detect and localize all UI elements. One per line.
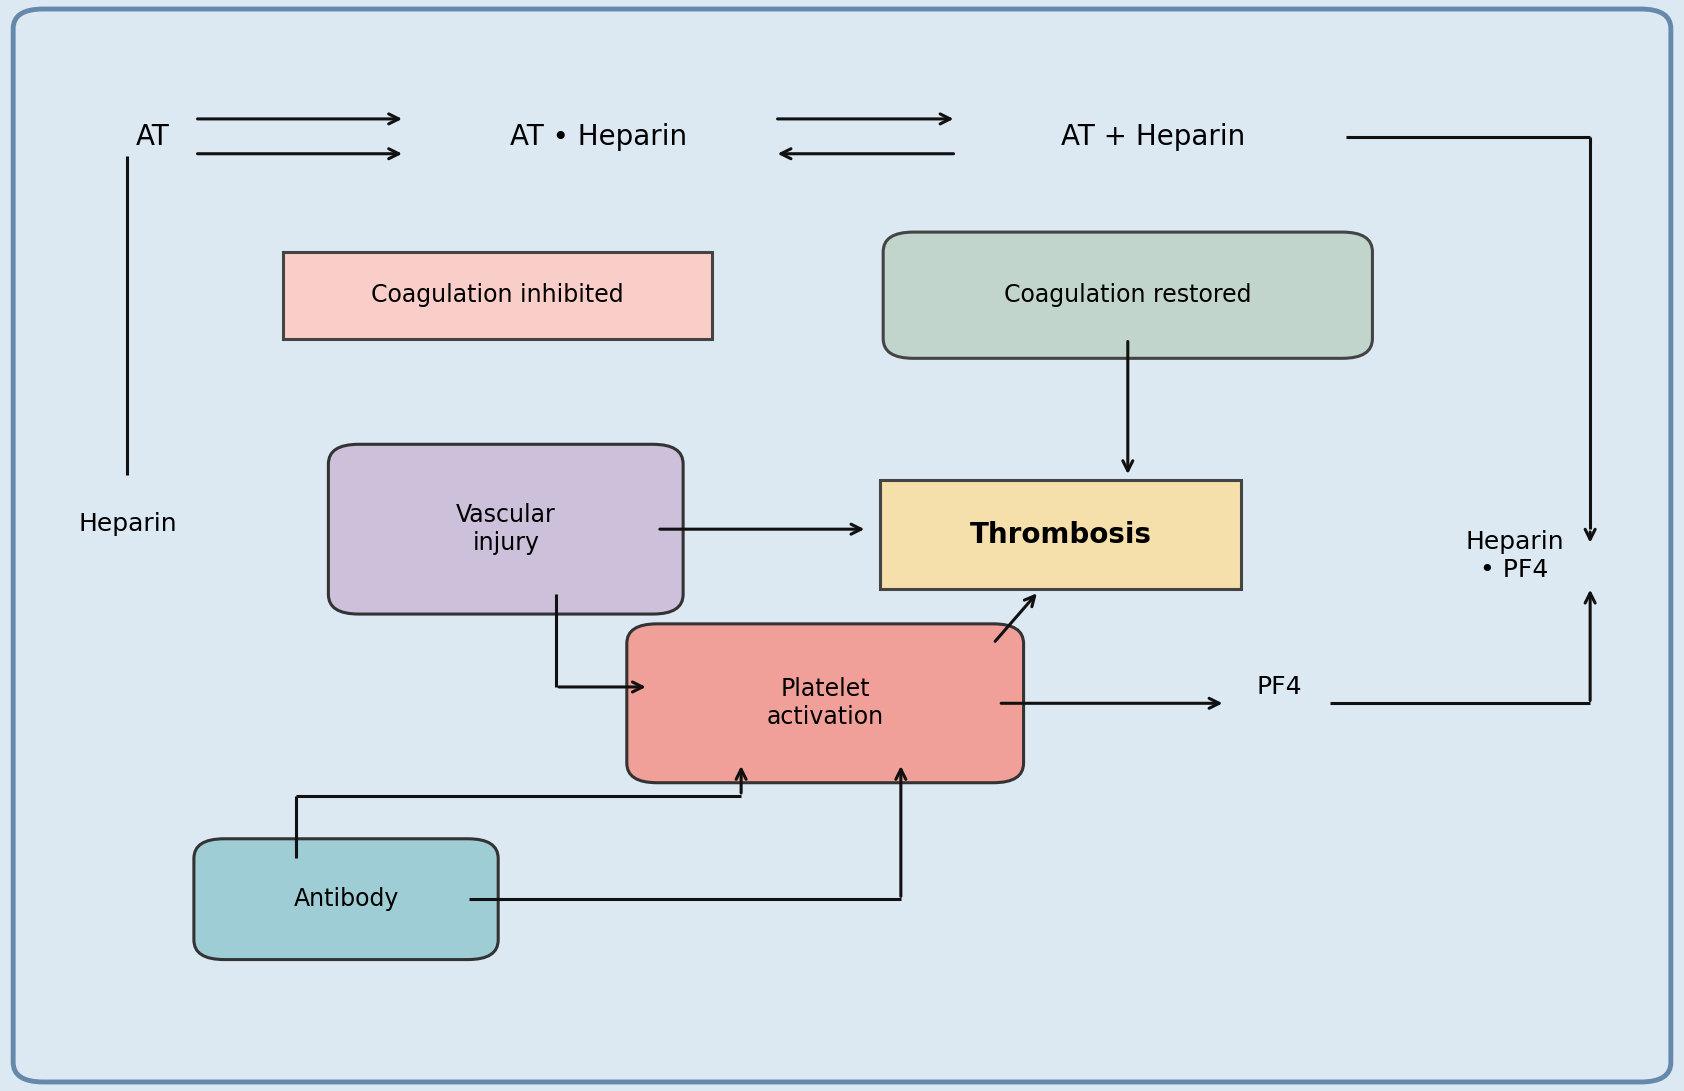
FancyBboxPatch shape [283, 252, 712, 338]
Text: Platelet
activation: Platelet activation [766, 678, 884, 729]
FancyBboxPatch shape [882, 232, 1372, 358]
Text: Heparin: Heparin [77, 512, 177, 536]
FancyBboxPatch shape [13, 9, 1671, 1082]
Text: PF4: PF4 [1256, 675, 1302, 699]
Text: Coagulation restored: Coagulation restored [1004, 284, 1251, 308]
FancyBboxPatch shape [879, 480, 1241, 589]
Text: AT: AT [136, 123, 170, 152]
Text: Antibody: Antibody [293, 887, 399, 911]
Text: AT • Heparin: AT • Heparin [510, 123, 687, 152]
Text: Thrombosis: Thrombosis [970, 520, 1152, 549]
Text: Coagulation inhibited: Coagulation inhibited [370, 284, 623, 308]
Text: Vascular
injury: Vascular injury [456, 503, 556, 555]
FancyBboxPatch shape [626, 624, 1024, 782]
Text: AT + Heparin: AT + Heparin [1061, 123, 1244, 152]
FancyBboxPatch shape [328, 444, 684, 614]
Text: Heparin
• PF4: Heparin • PF4 [1465, 530, 1564, 583]
FancyBboxPatch shape [194, 839, 498, 960]
